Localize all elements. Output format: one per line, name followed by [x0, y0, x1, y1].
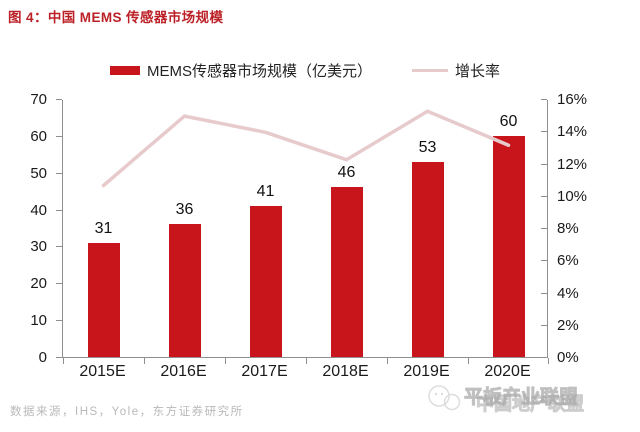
- y-left-tick-label: 0: [38, 349, 47, 366]
- x-tick-mark: [306, 358, 307, 364]
- y-left-tick-mark: [56, 99, 62, 100]
- y-left-tick-label: 20: [30, 275, 47, 293]
- y-left-tick-label: 40: [30, 201, 47, 219]
- x-tick-mark: [468, 358, 469, 364]
- watermark-text-layer1: 平板产业联盟: [463, 387, 579, 409]
- y-right-tick-mark: [541, 292, 547, 294]
- bar-2016E: [168, 224, 201, 357]
- y-left-tick-mark: [56, 283, 62, 285]
- y-right-tick-label: 2%: [557, 316, 579, 334]
- y-left-tick-label: 50: [30, 164, 47, 182]
- bar-2020E: [492, 136, 525, 357]
- chart-legend: MEMS传感器市场规模（亿美元） 增长率: [62, 60, 548, 80]
- legend-item-market-size: MEMS传感器市场规模（亿美元）: [109, 60, 372, 81]
- x-axis-label-2016E: 2016E: [160, 363, 207, 380]
- bar-2018E: [330, 187, 363, 357]
- legend-item-growth-rate: 增长率: [412, 60, 500, 81]
- y-right-tick-mark: [541, 228, 547, 229]
- y-right-tick-mark: [541, 131, 547, 133]
- y-left-tick-mark: [56, 357, 62, 358]
- bar-series-swatch: [109, 65, 140, 75]
- y-right-tick-mark: [541, 260, 547, 262]
- x-tick-mark: [225, 358, 226, 364]
- bar-2015E: [87, 243, 120, 357]
- x-axis: 2015E 2016E 2017E 2018E 2019E 2020E: [62, 363, 548, 383]
- bar-value-label-2016E: 36: [175, 201, 194, 218]
- y-right-tick-label: 14%: [557, 123, 588, 141]
- x-axis-label-2019E: 2019E: [403, 363, 450, 380]
- y-left-tick-label: 10: [30, 312, 47, 330]
- y-right-tick-label: 16%: [557, 91, 588, 108]
- y-right-tick-label: 6%: [557, 252, 579, 270]
- bar-value-label-2019E: 53: [418, 139, 437, 156]
- legend-label-market-size: MEMS传感器市场规模（亿美元）: [146, 62, 372, 80]
- y-left-tick-mark: [56, 172, 62, 174]
- y-right-tick-mark: [541, 324, 547, 326]
- y-right-tick-mark: [541, 357, 547, 358]
- x-tick-mark: [548, 358, 549, 364]
- y-left-tick-label: 70: [30, 91, 47, 108]
- bar-value-label-2018E: 46: [337, 164, 356, 181]
- legend-label-growth-rate: 增长率: [455, 62, 501, 80]
- bar-2019E: [411, 162, 444, 357]
- x-axis-label-2015E: 2015E: [79, 363, 126, 380]
- y-left-tick-label: 60: [30, 127, 47, 145]
- bar-value-label-2017E: 41: [256, 183, 275, 200]
- y-left-tick-mark: [56, 209, 62, 211]
- y-right-tick-label: 4%: [557, 284, 579, 302]
- x-axis-label-2018E: 2018E: [322, 363, 369, 380]
- watermark: 平板产业联盟 中国地产联盟: [426, 376, 636, 428]
- y-left-tick-mark: [56, 135, 62, 137]
- bar-value-label-2020E: 60: [499, 113, 518, 130]
- x-axis-label-2020E: 2020E: [484, 363, 531, 380]
- x-tick-mark: [63, 358, 64, 364]
- y-right-tick-mark: [541, 99, 547, 100]
- y-left-tick-mark: [56, 320, 62, 322]
- y-axis-right: 0% 2% 4% 6% 8% 10% 12% 14% 16%: [557, 92, 617, 366]
- line-series-swatch: [412, 68, 448, 72]
- y-left-tick-mark: [56, 246, 62, 248]
- source-note: 数据来源，IHS，Yole，东方证券研究所: [10, 406, 244, 418]
- y-right-tick-label: 8%: [557, 220, 579, 237]
- chart-title: 图 4：中国 MEMS 传感器市场规模: [8, 10, 224, 25]
- x-tick-mark: [144, 358, 145, 364]
- plot-area: 31 36 41 46 53 60: [56, 99, 549, 364]
- y-right-tick-label: 12%: [557, 155, 588, 173]
- x-axis-label-2017E: 2017E: [241, 363, 288, 380]
- y-right-tick-mark: [541, 195, 547, 197]
- watermark-text-layer2: 中国地产联盟: [476, 394, 585, 415]
- wechat-icon: [426, 384, 462, 419]
- y-left-tick-label: 30: [30, 238, 47, 256]
- y-right-tick-label: 10%: [557, 187, 588, 205]
- y-right-tick-label: 0%: [557, 349, 579, 366]
- growth-rate-line: [101, 109, 511, 188]
- x-tick-mark: [387, 358, 388, 364]
- y-right-tick-mark: [541, 163, 547, 165]
- bar-value-label-2015E: 31: [94, 220, 113, 237]
- y-axis-left: 0 10 20 30 40 50 60 70: [0, 92, 54, 366]
- bar-2017E: [249, 206, 282, 357]
